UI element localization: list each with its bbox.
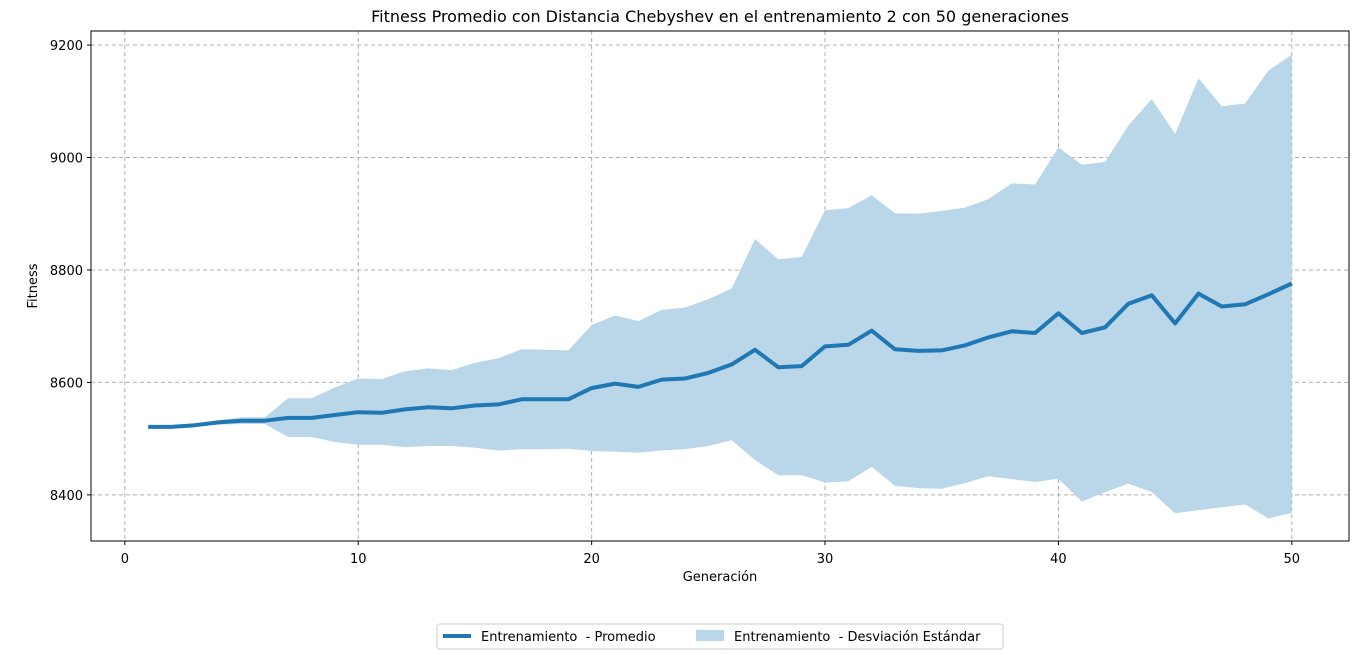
- y-axis-ticks: 8400 8600 8800 9000 9200: [50, 39, 91, 504]
- legend-label-desviacion: Entrenamiento - Desviación Estándar: [734, 630, 981, 645]
- x-tick-label: 30: [817, 552, 834, 567]
- legend-label-promedio: Entrenamiento - Promedio: [481, 630, 656, 645]
- x-tick-label: 10: [350, 552, 367, 567]
- y-tick-label: 8800: [50, 264, 83, 279]
- legend-band-swatch: [696, 630, 724, 641]
- y-tick-label: 8600: [50, 376, 83, 391]
- mean-line: [148, 281, 1293, 429]
- std-band-layer: [148, 54, 1292, 519]
- x-tick-label: 20: [583, 552, 600, 567]
- std-deviation-band: [148, 54, 1292, 519]
- x-tick-label: 40: [1050, 552, 1067, 567]
- y-tick-label: 9200: [50, 39, 83, 54]
- y-tick-label: 9000: [50, 152, 83, 167]
- y-axis-title: Fitness: [26, 263, 41, 308]
- plot-frame: [90, 30, 1350, 542]
- y-tick-label: 8400: [50, 489, 83, 504]
- x-tick-label: 50: [1284, 552, 1301, 567]
- x-axis-title: Generación: [683, 570, 758, 585]
- x-tick-label: 0: [121, 552, 129, 567]
- mean-line-layer: [148, 281, 1293, 429]
- x-axis-ticks: 0 10 20 30 40 50: [121, 541, 1300, 567]
- chart-title: Fitness Promedio con Distancia Chebyshev…: [371, 7, 1069, 26]
- legend: Entrenamiento - Promedio Entrenamiento -…: [436, 623, 1004, 650]
